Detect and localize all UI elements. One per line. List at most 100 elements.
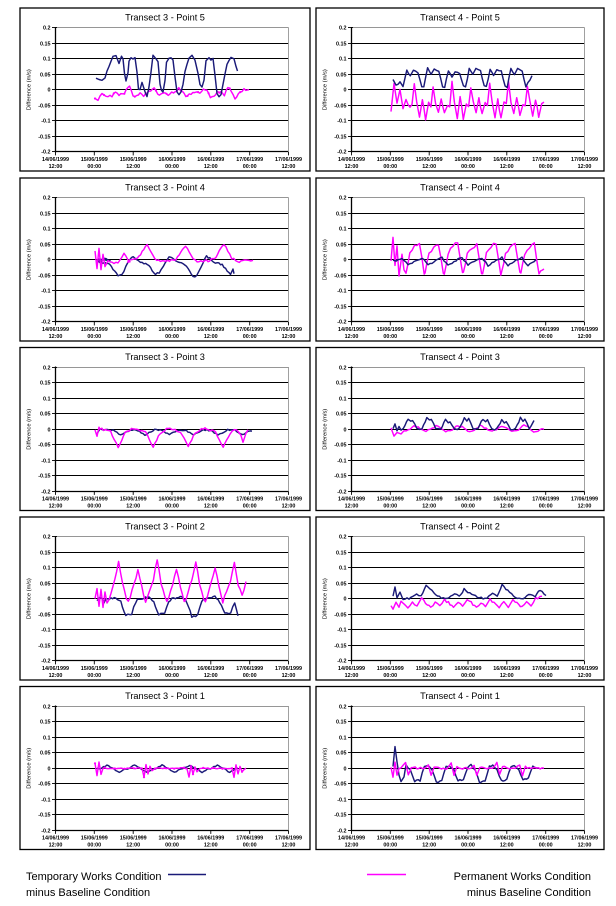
svg-text:0: 0 — [344, 258, 347, 264]
svg-text:00:00: 00:00 — [461, 503, 475, 509]
svg-text:15/06/1999: 15/06/1999 — [81, 327, 108, 333]
svg-text:15/06/1999: 15/06/1999 — [377, 666, 404, 672]
svg-text:12:00: 12:00 — [578, 673, 592, 679]
svg-text:12:00: 12:00 — [345, 503, 359, 509]
svg-text:16/06/1999: 16/06/1999 — [455, 496, 482, 502]
svg-text:17/06/1999: 17/06/1999 — [236, 666, 263, 672]
svg-text:00:00: 00:00 — [539, 334, 553, 340]
svg-text:Transect 4 - Point 1: Transect 4 - Point 1 — [420, 691, 500, 701]
svg-text:16/06/1999: 16/06/1999 — [197, 157, 224, 163]
svg-text:-0.1: -0.1 — [41, 289, 50, 295]
svg-text:-0.2: -0.2 — [337, 490, 346, 496]
svg-text:00:00: 00:00 — [87, 842, 101, 848]
svg-text:12:00: 12:00 — [126, 164, 140, 170]
svg-text:Transect 3 - Point 2: Transect 3 - Point 2 — [125, 522, 205, 532]
svg-text:-0.15: -0.15 — [334, 813, 346, 819]
svg-text:16/06/1999: 16/06/1999 — [197, 496, 224, 502]
svg-text:14/06/1999: 14/06/1999 — [338, 496, 365, 502]
svg-text:0.05: 0.05 — [40, 243, 51, 249]
svg-text:0: 0 — [344, 428, 347, 434]
svg-text:15/06/1999: 15/06/1999 — [81, 666, 108, 672]
svg-text:15/06/1999: 15/06/1999 — [416, 157, 443, 163]
svg-text:0.1: 0.1 — [43, 57, 51, 63]
svg-text:12:00: 12:00 — [204, 334, 218, 340]
svg-text:Transect 3 - Point 1: Transect 3 - Point 1 — [125, 691, 205, 701]
svg-text:16/06/1999: 16/06/1999 — [493, 835, 520, 841]
svg-text:16/06/1999: 16/06/1999 — [455, 327, 482, 333]
svg-text:00:00: 00:00 — [461, 334, 475, 340]
svg-text:15/06/1999: 15/06/1999 — [416, 666, 443, 672]
svg-text:15/06/1999: 15/06/1999 — [377, 157, 404, 163]
svg-text:0: 0 — [344, 767, 347, 773]
svg-text:Transect 4 - Point 2: Transect 4 - Point 2 — [420, 522, 500, 532]
svg-text:00:00: 00:00 — [461, 164, 475, 170]
svg-text:15/06/1999: 15/06/1999 — [81, 835, 108, 841]
svg-text:12:00: 12:00 — [282, 164, 296, 170]
svg-text:12:00: 12:00 — [422, 503, 436, 509]
svg-text:17/06/1999: 17/06/1999 — [532, 496, 559, 502]
svg-text:Transect 3 - Point 5: Transect 3 - Point 5 — [125, 13, 205, 23]
svg-text:12:00: 12:00 — [500, 842, 514, 848]
svg-text:0.1: 0.1 — [43, 736, 51, 742]
svg-text:-0.15: -0.15 — [38, 135, 50, 141]
svg-text:0.2: 0.2 — [43, 705, 51, 711]
svg-text:16/06/1999: 16/06/1999 — [455, 835, 482, 841]
svg-text:17/06/1999: 17/06/1999 — [571, 157, 598, 163]
svg-text:12:00: 12:00 — [49, 503, 63, 509]
svg-text:-0.15: -0.15 — [334, 305, 346, 311]
svg-text:-0.1: -0.1 — [41, 628, 50, 634]
svg-text:-0.05: -0.05 — [38, 443, 50, 449]
svg-text:17/06/1999: 17/06/1999 — [236, 835, 263, 841]
svg-text:00:00: 00:00 — [461, 842, 475, 848]
svg-text:00:00: 00:00 — [87, 334, 101, 340]
svg-text:Difference (m/s): Difference (m/s) — [323, 748, 329, 789]
svg-text:-0.1: -0.1 — [41, 459, 50, 465]
svg-text:0.2: 0.2 — [339, 196, 347, 202]
svg-text:16/06/1999: 16/06/1999 — [493, 327, 520, 333]
svg-text:0: 0 — [48, 767, 51, 773]
svg-text:0.2: 0.2 — [43, 196, 51, 202]
svg-text:-0.15: -0.15 — [334, 135, 346, 141]
svg-text:0.05: 0.05 — [336, 73, 347, 79]
svg-text:12:00: 12:00 — [204, 673, 218, 679]
svg-text:12:00: 12:00 — [49, 164, 63, 170]
svg-text:0.05: 0.05 — [336, 412, 347, 418]
svg-text:Difference (m/s): Difference (m/s) — [27, 578, 33, 619]
svg-text:-0.05: -0.05 — [334, 274, 346, 280]
svg-text:-0.15: -0.15 — [38, 644, 50, 650]
svg-text:0.2: 0.2 — [43, 366, 51, 372]
svg-text:00:00: 00:00 — [87, 164, 101, 170]
svg-text:-0.2: -0.2 — [337, 659, 346, 665]
svg-text:-0.05: -0.05 — [38, 104, 50, 110]
svg-text:0.15: 0.15 — [40, 551, 51, 557]
svg-text:0: 0 — [344, 88, 347, 94]
svg-text:16/06/1999: 16/06/1999 — [493, 666, 520, 672]
svg-text:17/06/1999: 17/06/1999 — [236, 327, 263, 333]
svg-text:-0.05: -0.05 — [38, 274, 50, 280]
svg-text:14/06/1999: 14/06/1999 — [42, 496, 69, 502]
svg-text:0.15: 0.15 — [40, 720, 51, 726]
svg-text:0.2: 0.2 — [43, 535, 51, 541]
svg-text:-0.1: -0.1 — [337, 119, 346, 125]
svg-text:-0.1: -0.1 — [337, 628, 346, 634]
svg-text:15/06/1999: 15/06/1999 — [416, 496, 443, 502]
svg-text:-0.2: -0.2 — [41, 150, 50, 156]
svg-text:Difference (m/s): Difference (m/s) — [27, 239, 33, 280]
svg-text:0.1: 0.1 — [339, 736, 347, 742]
svg-text:16/06/1999: 16/06/1999 — [159, 327, 186, 333]
svg-text:17/06/1999: 17/06/1999 — [571, 666, 598, 672]
svg-text:0.2: 0.2 — [339, 535, 347, 541]
svg-text:0.15: 0.15 — [40, 212, 51, 218]
svg-text:0.05: 0.05 — [40, 751, 51, 757]
svg-text:Transect 3 - Point 4: Transect 3 - Point 4 — [125, 183, 205, 193]
svg-text:12:00: 12:00 — [422, 334, 436, 340]
svg-text:15/06/1999: 15/06/1999 — [377, 496, 404, 502]
svg-text:00:00: 00:00 — [383, 503, 397, 509]
svg-text:15/06/1999: 15/06/1999 — [377, 327, 404, 333]
svg-text:-0.15: -0.15 — [38, 474, 50, 480]
svg-text:17/06/1999: 17/06/1999 — [275, 666, 302, 672]
svg-text:12:00: 12:00 — [422, 842, 436, 848]
svg-text:00:00: 00:00 — [165, 334, 179, 340]
svg-text:00:00: 00:00 — [87, 673, 101, 679]
svg-text:Transect 4 - Point 4: Transect 4 - Point 4 — [420, 183, 500, 193]
